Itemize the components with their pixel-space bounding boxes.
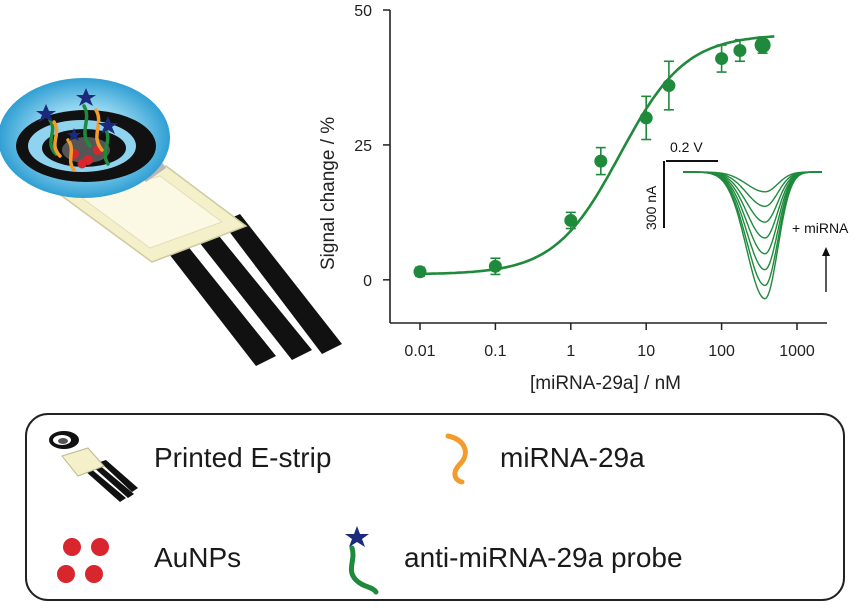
- strip-leads: [152, 214, 342, 366]
- data-point: [715, 52, 729, 66]
- x-tick-label: 1: [566, 343, 575, 360]
- data-point: [488, 259, 502, 273]
- data-point: [733, 43, 747, 57]
- x-axis-title: [miRNA-29a] / nM: [530, 373, 681, 394]
- y-ticks: 0 25 50: [354, 3, 390, 290]
- legend-label-mirna: miRNA-29a: [500, 442, 645, 473]
- y-tick-label: 0: [363, 273, 372, 290]
- probe-strands: [48, 104, 110, 172]
- x-tick-label: 100: [708, 343, 735, 360]
- probe-stars: [36, 88, 118, 141]
- data-point: [639, 111, 653, 125]
- miRNA-annotation: + miRNA: [792, 220, 849, 236]
- voltammogram-trace: [683, 171, 822, 208]
- data-points: [413, 37, 771, 279]
- y-tick-label: 25: [354, 138, 372, 155]
- inset-voltammograms: 0.2 V 300 nA + miRNA: [643, 139, 849, 300]
- legend-label-aunps: AuNPs: [154, 542, 241, 573]
- x-ticks: 0.01 0.1 1 10 100 1000: [404, 323, 815, 360]
- e-strip-icon: [49, 431, 138, 502]
- voltage-scale-label: 0.2 V: [670, 139, 703, 155]
- x-tick-label: 10: [637, 343, 655, 360]
- data-point: [594, 154, 608, 168]
- probe-icon: [345, 526, 379, 595]
- voltammogram-trace: [683, 171, 822, 223]
- mirna-icon: [445, 433, 468, 485]
- electrode-rings: [16, 110, 156, 182]
- voltammogram-traces: [683, 171, 822, 300]
- current-scale-label: 300 nA: [643, 185, 659, 230]
- aunp-dots: [69, 145, 103, 169]
- x-tick-label: 1000: [779, 343, 815, 360]
- data-point: [754, 37, 771, 54]
- legend-frame: [25, 413, 845, 601]
- x-tick-label: 0.01: [404, 343, 435, 360]
- legend-label-e-strip: Printed E-strip: [154, 442, 331, 473]
- e-strip-illustration: [0, 78, 342, 366]
- fit-curve: [420, 35, 775, 276]
- chart: 0.01 0.1 1 10 100 1000 0 25 50 [miRNA-29a] / nM…: [318, 3, 849, 394]
- data-point: [413, 265, 427, 279]
- aunp-icon: [57, 538, 109, 583]
- legend: Printed E-strip miRNA-29a AuNPs anti-miR…: [25, 413, 845, 601]
- y-tick-label: 50: [354, 3, 372, 20]
- y-axis-title: Signal change / %: [318, 117, 339, 270]
- x-tick-label: 0.1: [484, 343, 506, 360]
- annotation-arrowhead: [822, 247, 830, 256]
- error-bars: [415, 36, 768, 277]
- voltammogram-trace: [683, 171, 822, 300]
- data-point: [564, 213, 578, 227]
- legend-label-probe: anti-miRNA-29a probe: [404, 542, 683, 573]
- data-point: [662, 79, 676, 93]
